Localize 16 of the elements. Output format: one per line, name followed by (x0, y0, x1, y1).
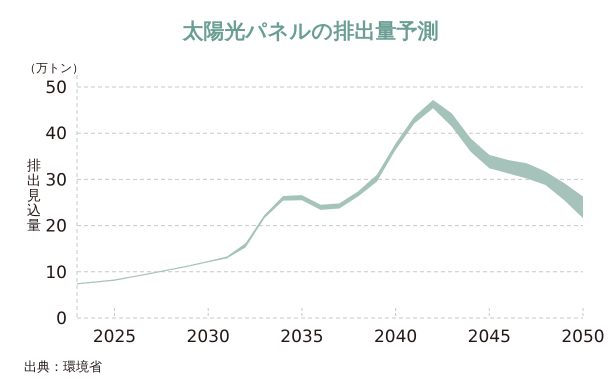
x-tick-label: 2040 (374, 327, 418, 347)
x-tick-label: 2030 (186, 327, 230, 347)
y-tick-label: 30 (45, 170, 67, 190)
x-tick-label: 2025 (92, 327, 136, 347)
y-tick-label: 10 (45, 262, 67, 283)
source-note: 出典：環境省 (24, 359, 102, 375)
x-tick-label: 2035 (280, 327, 324, 347)
y-axis-title: 排出見込量 (27, 158, 41, 234)
text: （万トン） (24, 61, 84, 75)
x-tick-label: 2045 (468, 327, 511, 347)
chart-title: 太陽光パネルの排出量予測 (182, 19, 438, 43)
y-tick-label: 40 (45, 124, 67, 144)
y-tick-label: 50 (45, 78, 67, 98)
y-tick-label: 20 (45, 216, 67, 237)
x-tick-label: 2050 (561, 327, 605, 347)
y-tick-label: 0 (56, 309, 67, 329)
